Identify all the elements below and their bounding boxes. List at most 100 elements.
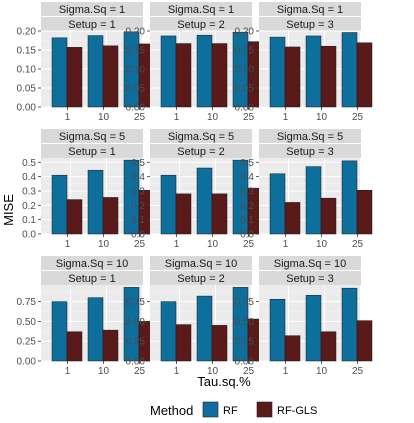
- x-tick-label: 25: [243, 239, 255, 250]
- bar-rf-gls: [320, 45, 337, 108]
- facet-panel-1: Sigma.Sq = 1 Setup = 1 0.00 0.05 0.10 0.15 0.2…: [17, 2, 155, 123]
- y-tick-label: 0.25: [17, 337, 37, 348]
- y-tick-label: 0.15: [235, 46, 255, 57]
- x-axis-label: Tau.sq.%: [197, 374, 251, 389]
- facet-strip-label: Setup = 3: [286, 19, 333, 31]
- bar-rf-gls: [175, 324, 192, 362]
- bar-rf: [305, 295, 322, 362]
- facet-strip-bottom: [259, 17, 361, 31]
- x-tick-label: 10: [316, 239, 328, 250]
- legend-label-rf-gls: RF-GLS: [277, 405, 317, 417]
- bar-rf: [269, 299, 286, 362]
- y-tick-label: 0.4: [22, 172, 36, 183]
- x-tick-label: 10: [207, 112, 219, 123]
- x-tick-label: 25: [134, 239, 146, 250]
- y-tick-label: 0.10: [235, 65, 255, 76]
- facet-strip-label: Sigma.Sq = 10: [274, 258, 346, 270]
- bar-rf-gls: [66, 47, 83, 108]
- bar-rf-gls: [175, 43, 192, 108]
- y-tick-label: 0.5: [131, 158, 145, 169]
- x-tick-label: 1: [174, 239, 180, 250]
- bar-rf: [87, 169, 104, 235]
- y-tick-label: 0.2: [240, 201, 254, 212]
- bar-rf-gls: [102, 45, 119, 108]
- facet-strip-label: Setup = 2: [177, 273, 224, 285]
- facet-strip-bottom: [150, 144, 252, 158]
- bar-rf-gls: [211, 325, 228, 362]
- bar-rf-gls: [102, 197, 119, 235]
- bar-rf: [160, 35, 177, 108]
- bar-rf-gls: [320, 331, 337, 362]
- facet-strip-bottom: [150, 17, 252, 31]
- bar-rf: [341, 160, 358, 235]
- facet-panel-4: Sigma.Sq = 5 Setup = 1 0.0 0.1 0.2 0.3 0.4 0.5 1…: [22, 129, 155, 250]
- bar-rf-gls: [175, 193, 192, 235]
- y-tick-label: 0.05: [235, 84, 255, 95]
- y-tick-label: 0.2: [22, 201, 36, 212]
- y-tick-label: 0.3: [240, 186, 254, 197]
- bar-rf: [196, 295, 213, 362]
- bar-rf-gls: [66, 331, 83, 362]
- facet-strip-top: [41, 129, 143, 143]
- y-tick-label: 0.0: [22, 230, 36, 241]
- x-tick-label: 25: [134, 112, 146, 123]
- facet-strip-top: [41, 256, 143, 270]
- x-tick-label: 10: [98, 366, 110, 377]
- y-tick-label: 0.10: [17, 65, 37, 76]
- facet-strip-top: [259, 2, 361, 16]
- facet-strip-label: Sigma.Sq = 5: [277, 131, 343, 143]
- y-tick-label: 0.0: [131, 230, 145, 241]
- x-tick-label: 1: [283, 366, 289, 377]
- facet-strip-top: [150, 2, 252, 16]
- bar-rf-gls: [356, 42, 373, 108]
- facet-strip-label: Setup = 1: [68, 19, 115, 31]
- bar-rf: [160, 174, 177, 235]
- facet-strip-label: Setup = 2: [177, 146, 224, 158]
- bar-rf: [196, 34, 213, 108]
- facet-strip-label: Sigma.Sq = 10: [165, 258, 237, 270]
- y-tick-label: 0.50: [235, 317, 255, 328]
- x-tick-label: 10: [207, 239, 219, 250]
- y-tick-label: 0.20: [17, 27, 37, 38]
- x-tick-label: 1: [65, 112, 71, 123]
- facet-strip-bottom: [259, 271, 361, 285]
- bar-rf-gls: [356, 190, 373, 235]
- y-tick-label: 0.1: [131, 215, 145, 226]
- bar-rf-gls: [102, 329, 119, 362]
- bar-rf: [269, 36, 286, 108]
- x-tick-label: 10: [98, 112, 110, 123]
- facet-strip-label: Sigma.Sq = 1: [277, 4, 343, 16]
- bar-rf-gls: [66, 199, 83, 235]
- y-tick-label: 0.75: [17, 297, 37, 308]
- facet-strip-label: Setup = 1: [68, 273, 115, 285]
- x-tick-label: 1: [283, 239, 289, 250]
- y-tick-label: 0.25: [235, 337, 255, 348]
- facet-panel-6: Sigma.Sq = 5 Setup = 3 0.0 0.1 0.2 0.3 0.4 0.5 1…: [240, 129, 373, 250]
- y-tick-label: 0.50: [126, 317, 146, 328]
- bar-rf: [87, 35, 104, 108]
- x-tick-label: 10: [316, 112, 328, 123]
- y-tick-label: 0.75: [235, 297, 255, 308]
- legend: Method RF RF-GLS: [150, 401, 317, 418]
- y-tick-label: 0.05: [126, 84, 146, 95]
- facet-panel-5: Sigma.Sq = 5 Setup = 2 0.0 0.1 0.2 0.3 0.4 0.5 1…: [131, 129, 264, 250]
- y-tick-label: 0.15: [17, 46, 37, 57]
- x-tick-label: 1: [174, 366, 180, 377]
- facet-panel-8: Sigma.Sq = 10 Setup = 2 0.00 0.25 0.50 0.75 1 1…: [126, 256, 264, 377]
- y-tick-label: 0.20: [235, 27, 255, 38]
- facet-panel-9: Sigma.Sq = 10 Setup = 3 0.00 0.25 0.50 0.75 1 1…: [235, 256, 373, 377]
- y-tick-label: 0.10: [126, 65, 146, 76]
- bar-rf: [341, 287, 358, 362]
- facet-strip-label: Sigma.Sq = 5: [59, 131, 125, 143]
- facet-strip-label: Setup = 3: [286, 273, 333, 285]
- x-tick-label: 25: [243, 112, 255, 123]
- y-tick-label: 0.50: [17, 317, 37, 328]
- x-tick-label: 1: [65, 239, 71, 250]
- x-tick-label: 25: [243, 366, 255, 377]
- facet-strip-label: Sigma.Sq = 5: [168, 131, 234, 143]
- y-tick-label: 0.20: [126, 27, 146, 38]
- bar-rf-gls: [284, 335, 301, 362]
- facet-strip-top: [150, 129, 252, 143]
- y-tick-label: 0.5: [240, 158, 254, 169]
- y-tick-label: 0.3: [131, 186, 145, 197]
